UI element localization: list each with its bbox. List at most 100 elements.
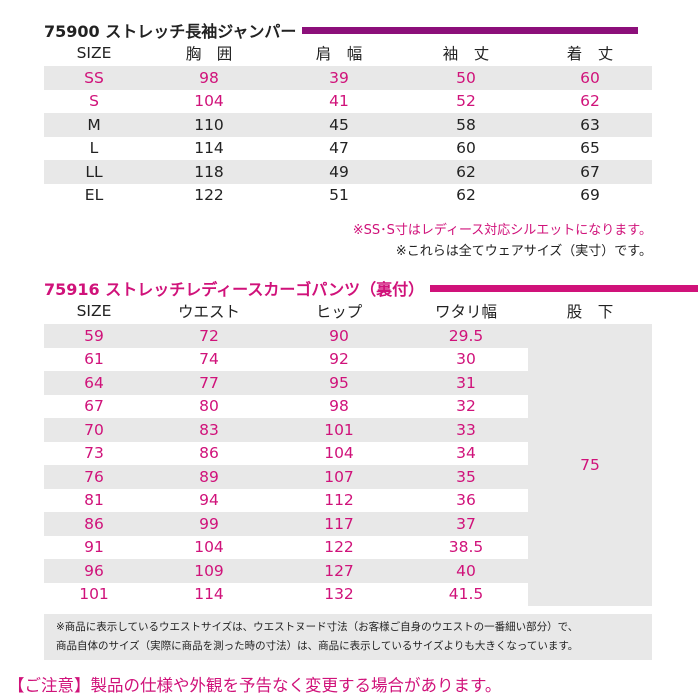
table-cell: 122 bbox=[274, 535, 404, 559]
header-hip: ヒップ bbox=[315, 303, 363, 321]
table-cell: 41 bbox=[274, 89, 404, 113]
table-cell: 92 bbox=[274, 347, 404, 371]
header-shoulder: 肩 幅 bbox=[315, 45, 363, 63]
table-cell: SS bbox=[44, 66, 144, 90]
table-row: 81 94 112 36 bbox=[44, 488, 652, 512]
table-row: S 104 41 52 62 bbox=[44, 89, 652, 113]
notice-line: 商品自体のサイズ（実際に商品を測った時の寸法）は、商品に表示しているサイズよりも… bbox=[56, 640, 579, 652]
table-cell: 60 bbox=[528, 66, 652, 90]
table-cell: 109 bbox=[144, 559, 274, 583]
header-sleeve: 袖 丈 bbox=[442, 45, 490, 63]
table-cell: 40 bbox=[404, 559, 528, 583]
table-cell: 101 bbox=[44, 582, 144, 606]
table-cell: 99 bbox=[144, 512, 274, 536]
table-cell: 127 bbox=[274, 559, 404, 583]
table-cell: 62 bbox=[528, 89, 652, 113]
table-cell: 29.5 bbox=[404, 324, 528, 348]
table-cell: 61 bbox=[44, 347, 144, 371]
table-cell: 34 bbox=[404, 441, 528, 465]
table-cell: S bbox=[44, 89, 144, 113]
table-cell: 64 bbox=[44, 371, 144, 395]
table-cell: 38.5 bbox=[404, 535, 528, 559]
table-row: 59 72 90 29.5 75 bbox=[44, 324, 652, 606]
table-cell: 101 bbox=[274, 418, 404, 442]
table-cell: 62 bbox=[404, 183, 528, 207]
table-cell: 114 bbox=[144, 582, 274, 606]
table-cell: 81 bbox=[44, 488, 144, 512]
table-row: L 114 47 60 65 bbox=[44, 136, 652, 160]
table-cell: 50 bbox=[404, 66, 528, 90]
jumper-title-text: 75900 ストレッチ長袖ジャンパー bbox=[44, 22, 297, 41]
table-cell: 33 bbox=[404, 418, 528, 442]
header-chest: 胸 囲 bbox=[185, 45, 233, 63]
header-thigh: ワタリ幅 bbox=[434, 303, 497, 321]
table-cell: 117 bbox=[274, 512, 404, 536]
table-row: 70 83 101 33 bbox=[44, 418, 652, 442]
table-row: 76 89 107 35 bbox=[44, 465, 652, 489]
table-cell: 94 bbox=[144, 488, 274, 512]
table-row: 86 99 117 37 bbox=[44, 512, 652, 536]
inseam-value: 75 bbox=[528, 324, 652, 606]
notice-line: ※商品に表示しているウエストサイズは、ウエストヌード寸法（お客様ご自身のウエスト… bbox=[56, 621, 579, 633]
caution-footer: 【ご注意】製品の仕様や外観を予告なく変更する場合があります。 bbox=[8, 676, 502, 695]
table-header-row: SIZE 胸 囲 肩 幅 袖 丈 着 丈 bbox=[44, 40, 652, 66]
table-cell: 36 bbox=[404, 488, 528, 512]
header-inseam: 股 下 bbox=[566, 303, 614, 321]
table-row: 61 74 92 30 bbox=[44, 347, 652, 371]
table-cell: 59 bbox=[44, 324, 144, 348]
table-cell: 104 bbox=[144, 535, 274, 559]
table-cell: 104 bbox=[144, 89, 274, 113]
table-cell: 58 bbox=[404, 113, 528, 137]
header-size: SIZE bbox=[76, 302, 112, 320]
table-cell: 70 bbox=[44, 418, 144, 442]
table-row: LL 118 49 62 67 bbox=[44, 160, 652, 184]
table-row: 91 104 122 38.5 bbox=[44, 535, 652, 559]
table-cell: 32 bbox=[404, 394, 528, 418]
table-row: SS 98 39 50 60 bbox=[44, 66, 652, 90]
header-waist: ウエスト bbox=[177, 303, 240, 321]
table-row: EL 122 51 62 69 bbox=[44, 183, 652, 207]
table-cell: 76 bbox=[44, 465, 144, 489]
table-cell: 98 bbox=[144, 66, 274, 90]
header-length: 着 丈 bbox=[566, 45, 614, 63]
table-cell: 112 bbox=[274, 488, 404, 512]
table-cell: 41.5 bbox=[404, 582, 528, 606]
table-cell: 118 bbox=[144, 160, 274, 184]
table-cell: 122 bbox=[144, 183, 274, 207]
table-cell: LL bbox=[44, 160, 144, 184]
table-cell: 60 bbox=[404, 136, 528, 160]
table-cell: 35 bbox=[404, 465, 528, 489]
title-bar-decoration bbox=[430, 284, 699, 292]
table-cell: 95 bbox=[274, 371, 404, 395]
table-cell: 110 bbox=[144, 113, 274, 137]
table-cell: 30 bbox=[404, 347, 528, 371]
table-cell: 107 bbox=[274, 465, 404, 489]
table-row: 67 80 98 32 bbox=[44, 394, 652, 418]
header-size: SIZE bbox=[76, 44, 112, 62]
table-cell: 49 bbox=[274, 160, 404, 184]
title-bar-decoration bbox=[302, 26, 639, 34]
pants-size-table: SIZE ウエスト ヒップ ワタリ幅 股 下 59 72 90 29.5 75 … bbox=[44, 298, 652, 606]
table-header-row: SIZE ウエスト ヒップ ワタリ幅 股 下 bbox=[44, 298, 652, 324]
pants-title-text: 75916 ストレッチレディースカーゴパンツ（裏付） bbox=[44, 280, 425, 299]
table-cell: 74 bbox=[144, 347, 274, 371]
table-row: M 110 45 58 63 bbox=[44, 113, 652, 137]
table-cell: 86 bbox=[144, 441, 274, 465]
table-cell: 77 bbox=[144, 371, 274, 395]
table-cell: 52 bbox=[404, 89, 528, 113]
table-cell: 69 bbox=[528, 183, 652, 207]
table-cell: 67 bbox=[528, 160, 652, 184]
table-cell: 67 bbox=[44, 394, 144, 418]
table-row: 96 109 127 40 bbox=[44, 559, 652, 583]
table-cell: 73 bbox=[44, 441, 144, 465]
table-cell: EL bbox=[44, 183, 144, 207]
table-cell: 39 bbox=[274, 66, 404, 90]
table-cell: M bbox=[44, 113, 144, 137]
table-cell: 89 bbox=[144, 465, 274, 489]
table-row: 101 114 132 41.5 bbox=[44, 582, 652, 606]
actual-size-note: ※これらは全てウェアサイズ（実寸）です。 bbox=[395, 244, 652, 259]
table-cell: 80 bbox=[144, 394, 274, 418]
jumper-size-table: SIZE 胸 囲 肩 幅 袖 丈 着 丈 SS 98 39 50 60 S 10… bbox=[44, 40, 652, 207]
table-cell: 37 bbox=[404, 512, 528, 536]
table-cell: 91 bbox=[44, 535, 144, 559]
